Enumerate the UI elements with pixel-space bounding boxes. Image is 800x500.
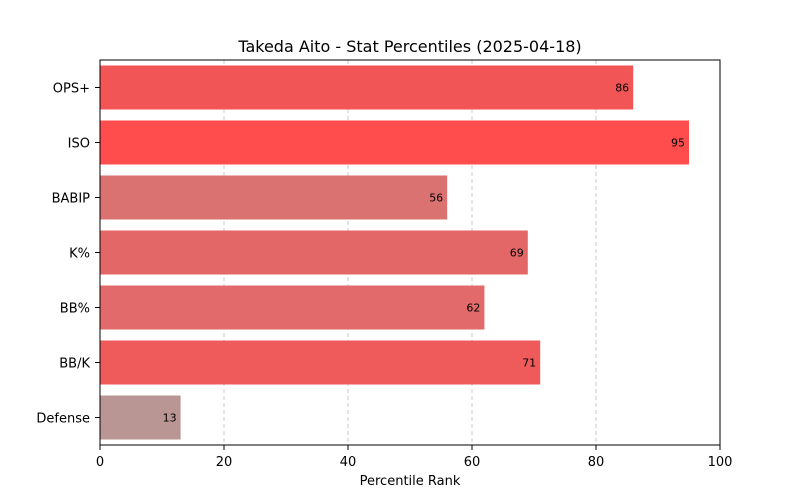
y-tick-label: OPS+ xyxy=(53,82,90,97)
x-axis-label: Percentile Rank xyxy=(360,474,461,489)
x-tick-label: 60 xyxy=(464,455,481,470)
bar-value-label: 86 xyxy=(615,82,629,95)
bar-babip xyxy=(100,175,448,220)
y-tick-label: BB/K xyxy=(59,357,90,372)
x-tick-label: 20 xyxy=(216,455,233,470)
bar-defense xyxy=(100,395,181,440)
x-tick-label: 80 xyxy=(588,455,605,470)
y-tick-label: BB% xyxy=(60,302,90,317)
bar-bb xyxy=(100,285,485,330)
bar-value-label: 62 xyxy=(466,302,480,315)
bar-k xyxy=(100,230,528,275)
x-tick-label: 100 xyxy=(708,455,733,470)
bar-value-label: 71 xyxy=(522,357,536,370)
y-tick-label: ISO xyxy=(68,137,90,152)
bar-value-label: 13 xyxy=(163,412,177,425)
x-axis: 0 20 40 60 80 100 xyxy=(96,445,733,470)
y-tick-label: Defense xyxy=(36,412,90,427)
bar-bb-k xyxy=(100,340,541,385)
bars xyxy=(100,65,689,440)
bar-value-label: 56 xyxy=(429,192,443,205)
y-axis: OPS+ ISO BABIP K% BB% BB/K Defense xyxy=(36,82,100,427)
x-tick-label: 0 xyxy=(96,455,104,470)
bar-value-label: 95 xyxy=(671,137,685,150)
y-tick-label: BABIP xyxy=(52,192,91,207)
data-labels: 86 95 56 69 62 71 13 xyxy=(163,82,685,425)
bar-ops xyxy=(100,65,634,110)
bar-value-label: 69 xyxy=(510,247,524,260)
chart-title: Takeda Aito - Stat Percentiles (2025-04-… xyxy=(237,37,581,56)
bar-iso xyxy=(100,120,689,165)
y-tick-label: K% xyxy=(69,247,90,262)
x-tick-label: 40 xyxy=(340,455,357,470)
